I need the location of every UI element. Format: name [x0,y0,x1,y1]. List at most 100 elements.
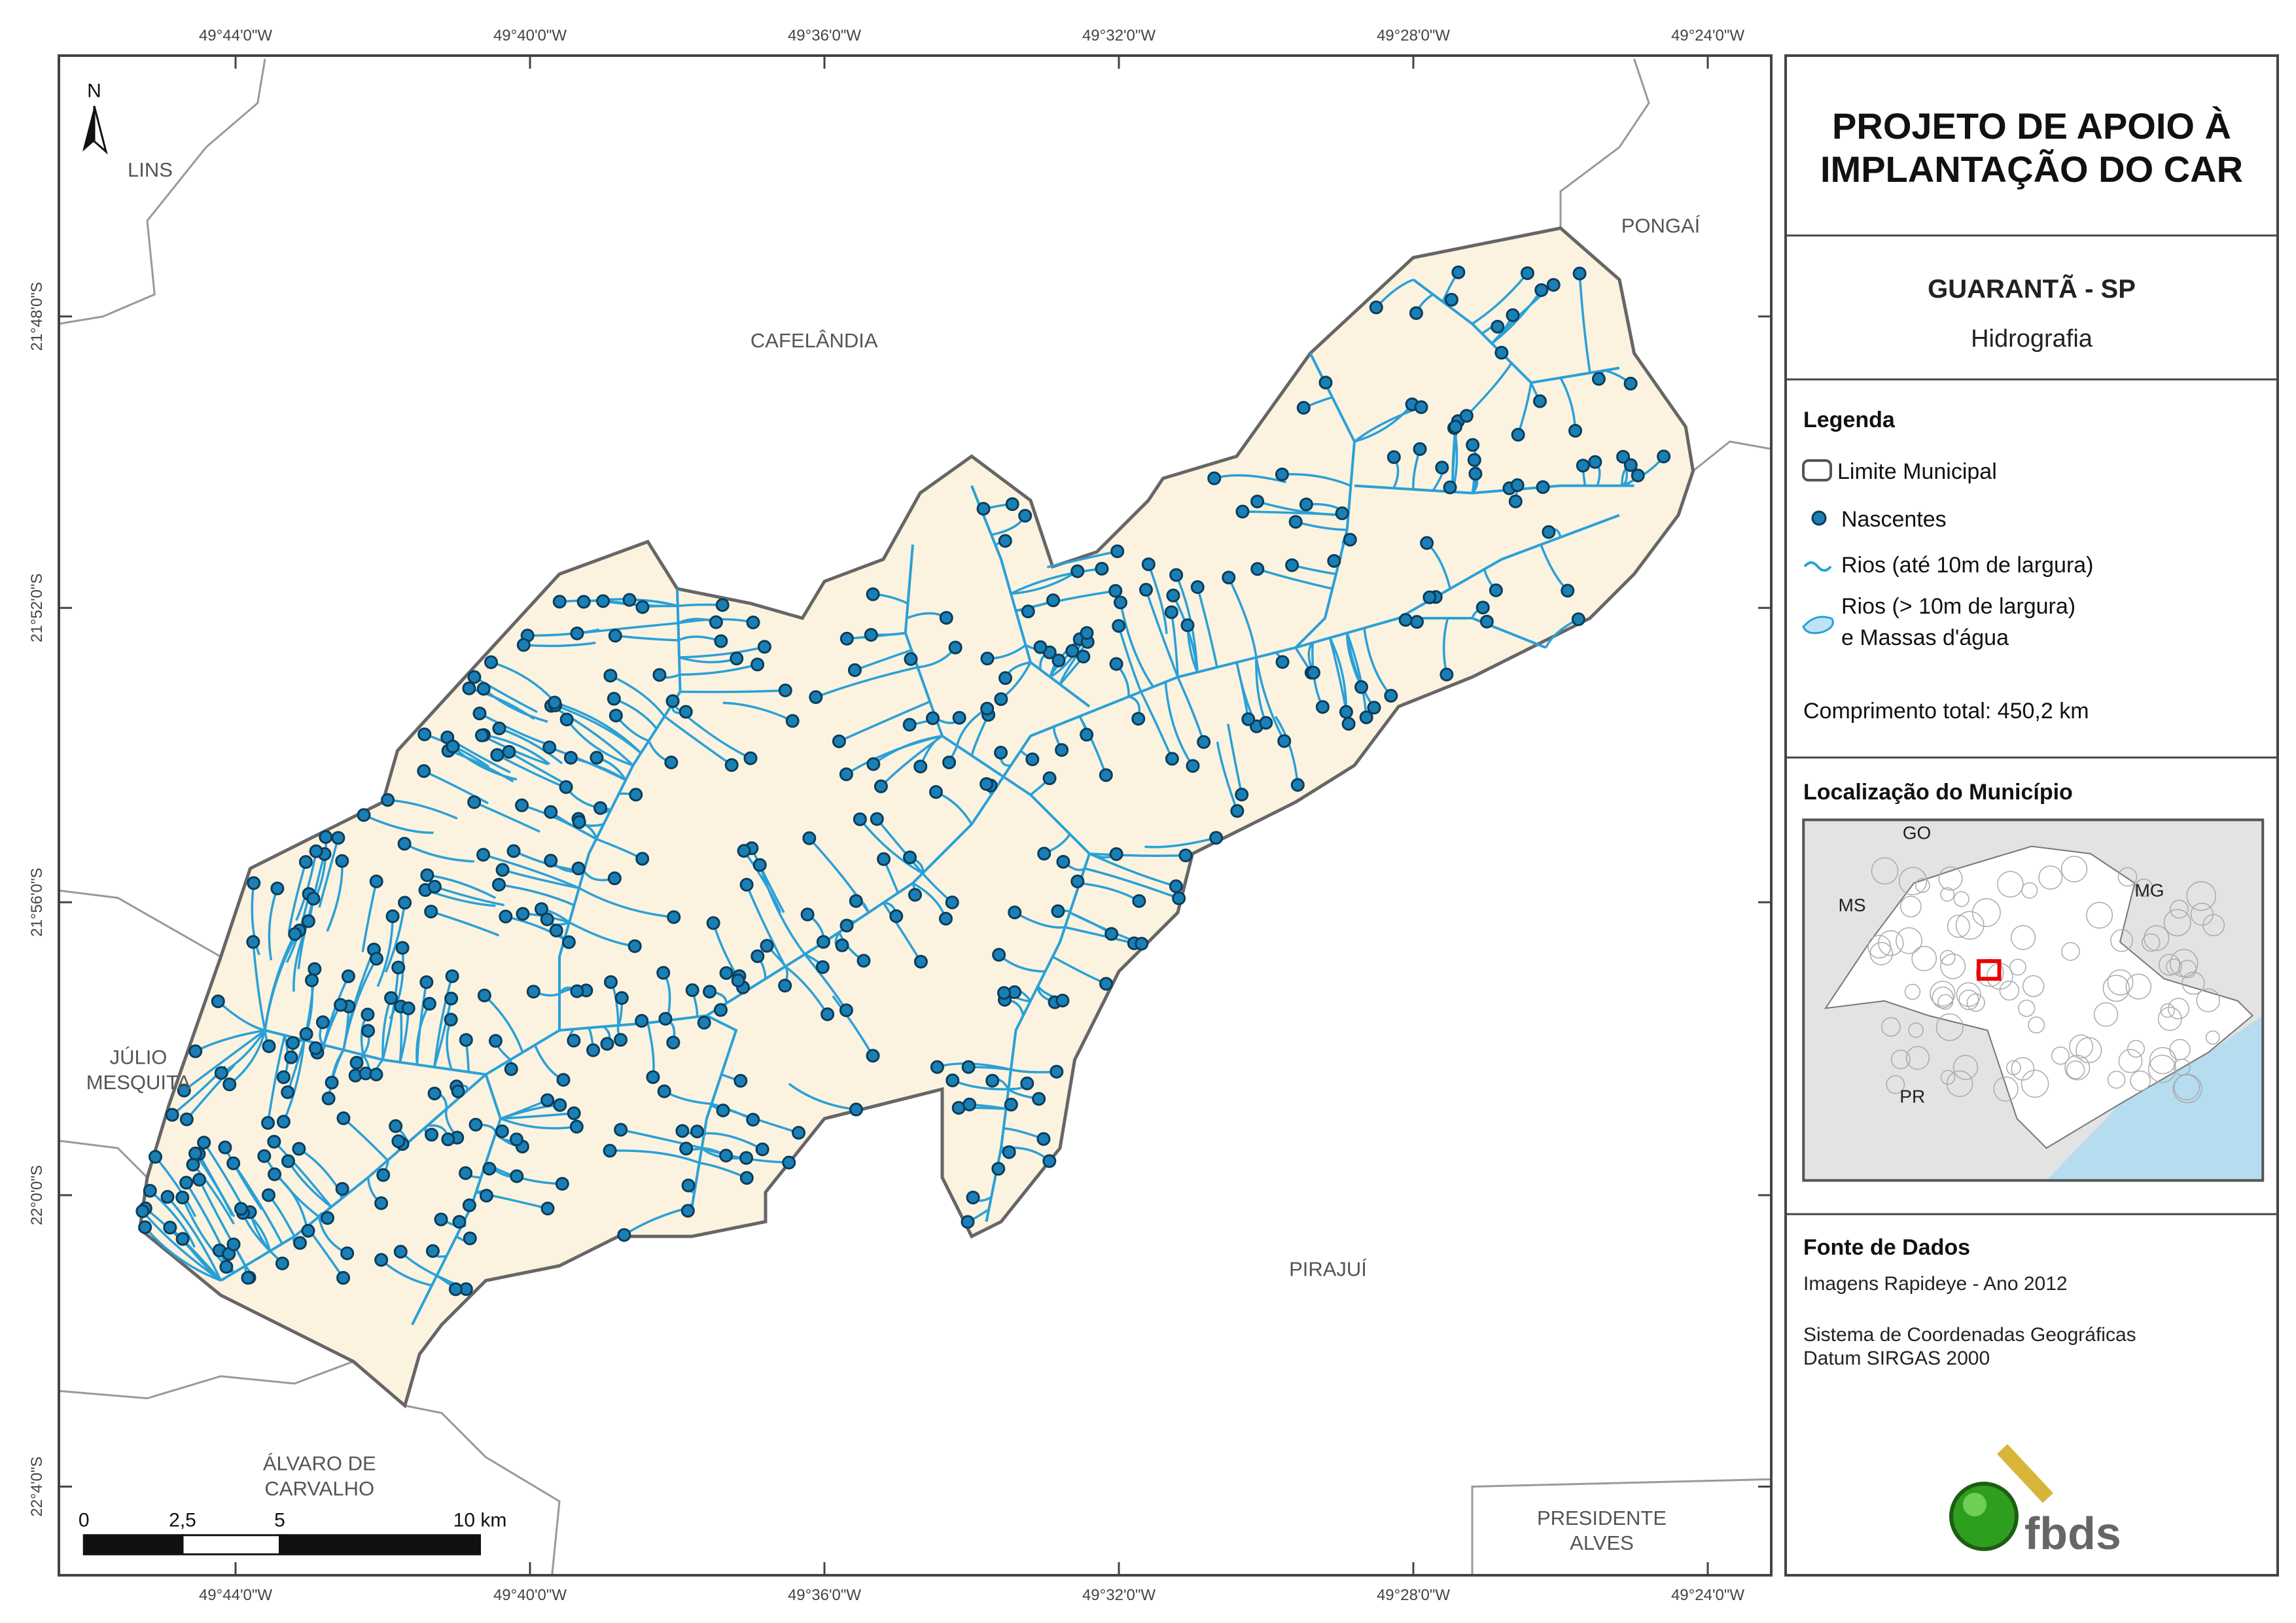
municipal-outline [2127,1039,2146,1058]
municipal-outline [2166,958,2182,975]
spring [540,1201,555,1215]
spring [1209,831,1224,845]
river [264,933,296,1031]
spring [1494,345,1509,360]
spring [1025,752,1040,767]
spring [1398,613,1413,627]
river [1354,403,1413,443]
spring [1131,712,1146,726]
river [433,975,453,1068]
spring [866,757,881,771]
spring [320,1211,334,1225]
spring [571,862,586,876]
spring [1099,768,1113,782]
municipal-outline [2186,881,2216,911]
spring [1591,372,1606,386]
spring [839,1003,853,1017]
spring [572,815,586,829]
river [1282,473,1352,487]
spring [835,938,849,952]
spring [417,764,431,778]
river [1472,272,1528,325]
municipal-outline [1947,915,1970,938]
spring [214,1066,228,1080]
municipal-outline [2163,909,2191,937]
river [144,1226,222,1282]
river [704,1132,764,1151]
municipal-outline [1908,1022,1924,1038]
spring [420,868,434,882]
river [473,801,540,833]
river [376,916,394,987]
spring [506,844,521,858]
spring [177,1083,191,1098]
scale-label: 0 [79,1509,90,1531]
spring [526,985,540,999]
municipal-outline [2190,902,2214,926]
spring [569,1119,584,1134]
river [1164,682,1194,767]
municipal-outline [1869,942,1894,966]
spring [288,927,302,941]
spring [444,1013,458,1027]
neighbour-boundary [58,1360,354,1400]
municipal-outline [1898,867,1928,896]
inset-frame [1802,818,2265,1182]
spring [425,1244,440,1258]
spring [376,1168,391,1182]
river [273,1140,332,1208]
river [1010,570,1078,595]
legend-river-swatch [1803,561,1832,572]
river [342,958,378,1051]
neighbour-boundary [58,889,222,958]
river [434,885,504,907]
spring [1076,650,1091,664]
municipal-outline [1993,1076,2019,1102]
spring [495,863,510,877]
river [880,735,944,788]
river [1089,852,1176,888]
municipal-outline [2069,1034,2094,1059]
spring [393,1244,408,1259]
title: IMPLANTAÇÃO DO CAR [1820,148,2243,190]
spring [336,1270,351,1285]
inset-label: MG [2134,880,2164,900]
spring [384,991,398,1005]
municipal-outline [1915,878,1930,893]
municipal-outline [2107,969,2134,996]
spring [1367,701,1381,715]
spring [877,852,891,866]
spring [540,1093,555,1108]
legend-spring-swatch [1811,510,1827,526]
river [758,864,806,955]
spring [472,707,487,721]
spring [757,640,771,654]
spring [1444,292,1458,307]
spring [1533,394,1547,408]
spring [349,1056,364,1070]
spring [1475,601,1490,615]
river [474,676,538,714]
spring [816,935,830,949]
municipal-outline [1940,953,1966,979]
river [483,853,580,890]
spring [340,1246,355,1261]
municipal-outline [1881,1017,1901,1037]
municipal-outline [1958,989,1979,1011]
spring [488,1034,503,1048]
spring [685,983,699,998]
municipal-outline [2093,1002,2119,1027]
scale-segment [82,1534,184,1556]
place-name: PRESIDENTE [1537,1507,1667,1529]
spring [635,852,650,866]
river [433,998,453,1068]
spring [1169,568,1184,582]
river [183,1029,266,1092]
spring [1104,927,1119,941]
municipal-outline [1930,981,1956,1007]
spring [675,1124,690,1138]
spring [305,973,319,988]
spring [1414,400,1428,414]
spring [309,844,323,858]
spring [666,1036,680,1050]
